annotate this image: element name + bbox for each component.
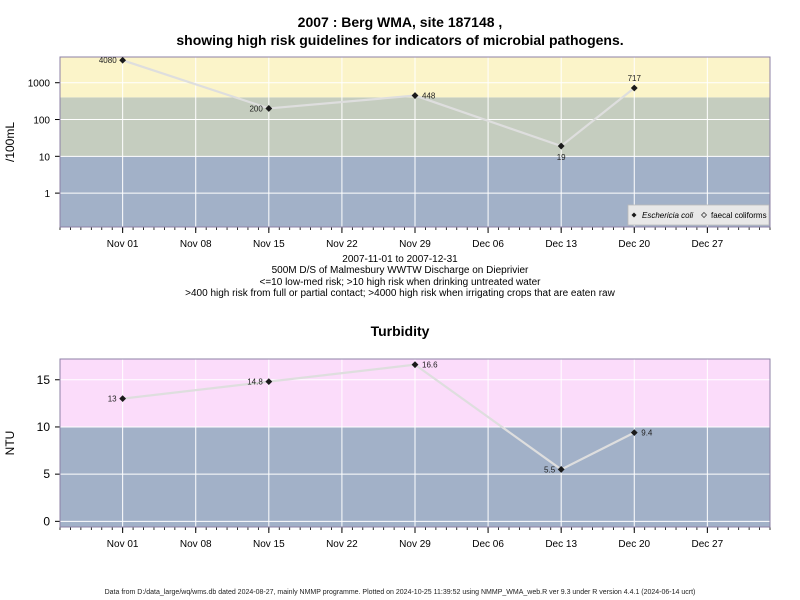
y-tick-label: 0 xyxy=(43,514,50,528)
x-tick-label: Dec 27 xyxy=(692,239,724,250)
x-tick-label: Nov 15 xyxy=(253,539,285,550)
x-tick-label: Nov 22 xyxy=(326,239,358,250)
data-label: 9.4 xyxy=(641,429,653,438)
x-tick-label: Dec 13 xyxy=(545,239,577,250)
data-label: 16.6 xyxy=(422,361,438,370)
legend-ecoli-marker xyxy=(631,212,637,218)
legend-ecoli-label: Eschericia coli xyxy=(642,211,693,220)
y-tick-label: 1000 xyxy=(28,79,51,90)
data-point xyxy=(265,378,273,386)
legend-faecal-marker xyxy=(700,211,708,219)
y-tick-label: 10 xyxy=(39,152,51,163)
legend-faecal-label: faecal coliforms xyxy=(711,211,767,220)
legend-box xyxy=(627,204,770,226)
chart-title-line-2: showing high risk guidelines for indicat… xyxy=(176,32,624,48)
x-tick-label: Nov 08 xyxy=(180,539,212,550)
x-tick-label: Dec 20 xyxy=(618,239,650,250)
data-label: 4080 xyxy=(99,56,117,65)
y-tick-label: 5 xyxy=(43,467,50,481)
x-tick-label: Dec 06 xyxy=(472,539,504,550)
x-tick-label: Nov 15 xyxy=(253,239,285,250)
x-tick-label: Nov 01 xyxy=(107,239,139,250)
turbidity-chart-title: Turbidity xyxy=(370,323,430,339)
data-point xyxy=(411,92,419,99)
data-label: 200 xyxy=(249,104,263,113)
data-point xyxy=(411,361,419,369)
y-axis-label: /100mL xyxy=(3,122,17,162)
y-tick-label: 10 xyxy=(37,420,51,434)
x-tick-label: Nov 29 xyxy=(399,539,431,550)
data-point xyxy=(119,56,127,64)
data-label: 717 xyxy=(628,74,642,83)
x-tick-label: Nov 08 xyxy=(180,239,212,250)
x-tick-label: Dec 13 xyxy=(545,539,577,550)
y-tick-label: 15 xyxy=(37,373,51,387)
data-label: 448 xyxy=(422,92,436,101)
data-label: 5.5 xyxy=(544,465,556,474)
risk-guideline-note-1: <=10 low-med risk; >10 high risk when dr… xyxy=(259,277,541,288)
x-tick-label: Nov 29 xyxy=(399,239,431,250)
plot-frame xyxy=(59,358,771,528)
date-range-note: 2007-11-01 to 2007-12-31 xyxy=(342,254,458,265)
chart-title-line-1: 2007 : Berg WMA, site 187148 , xyxy=(297,14,503,30)
data-point xyxy=(557,466,565,473)
data-point xyxy=(630,84,638,92)
data-point xyxy=(557,142,565,150)
x-tick-label: Dec 06 xyxy=(472,239,504,250)
x-tick-label: Nov 01 xyxy=(107,539,139,550)
x-tick-label: Dec 20 xyxy=(618,539,650,550)
data-label: 19 xyxy=(557,153,566,162)
footer-note: Data from D:/data_large/wq/wms.db dated … xyxy=(104,589,696,596)
data-label: 13 xyxy=(108,395,117,404)
data-point xyxy=(265,105,273,112)
x-tick-label: Dec 27 xyxy=(692,539,724,550)
data-point xyxy=(119,395,127,403)
data-point xyxy=(630,429,638,437)
data-label: 14.8 xyxy=(247,378,263,387)
y-axis-label: NTU xyxy=(3,431,17,456)
risk-guideline-note-2: >400 high risk from full or partial cont… xyxy=(185,288,615,299)
y-tick-label: 1 xyxy=(44,189,50,200)
site-description-note: 500M D/S of Malmesbury WWTW Discharge on… xyxy=(271,265,529,276)
plot-frame xyxy=(59,56,771,228)
y-tick-label: 100 xyxy=(33,116,50,127)
x-tick-label: Nov 22 xyxy=(326,539,358,550)
